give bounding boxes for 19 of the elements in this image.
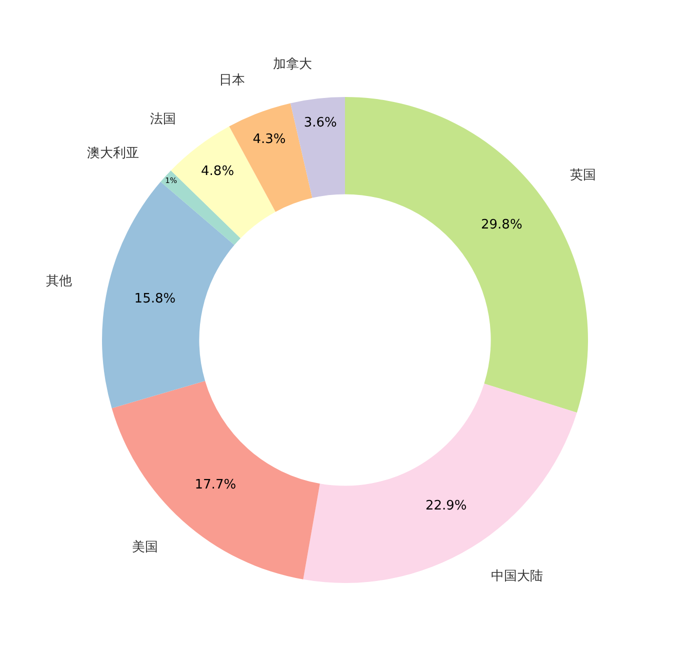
data-label: 17.7% xyxy=(194,477,236,492)
data-label: 22.9% xyxy=(425,498,467,514)
data-label: 3.6% xyxy=(304,116,337,131)
slice-label: 其他 xyxy=(46,274,72,289)
slice-label: 日本 xyxy=(219,73,245,88)
slice-label: 美国 xyxy=(132,539,158,555)
slice-label: 中国大陆 xyxy=(491,569,543,584)
slice-label: 英国 xyxy=(570,168,596,183)
donut-slice xyxy=(112,380,320,580)
donut-slice xyxy=(303,384,577,583)
data-label: 15.8% xyxy=(134,292,176,307)
slice-label: 澳大利亚 xyxy=(87,146,139,161)
donut-slice xyxy=(102,182,234,408)
data-label: 29.8% xyxy=(481,217,522,232)
data-label: 4.3% xyxy=(252,132,286,148)
slice-label: 加拿大 xyxy=(273,57,312,72)
donut-slice xyxy=(290,97,345,198)
data-label: 4.8% xyxy=(201,164,234,180)
slice-label: 法国 xyxy=(150,112,176,127)
